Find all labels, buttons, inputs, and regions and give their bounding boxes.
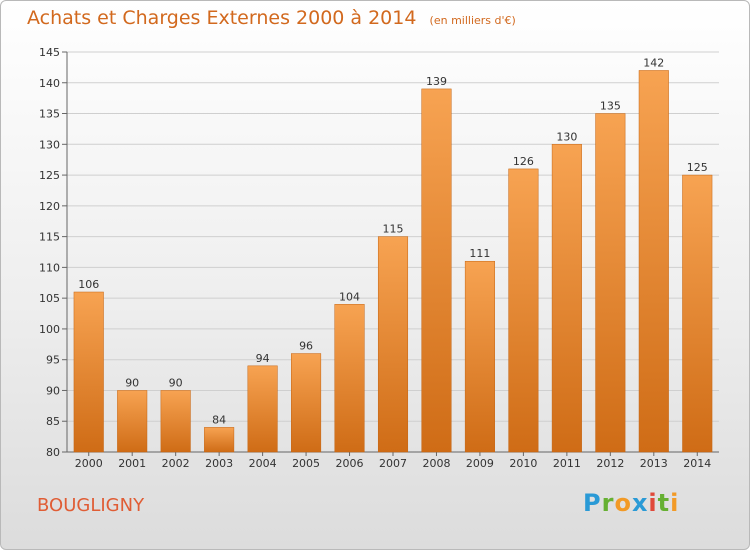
logo-letter: o xyxy=(614,489,632,517)
bar xyxy=(117,390,148,453)
bar xyxy=(334,304,365,453)
y-tick-label: 100 xyxy=(39,323,60,336)
bar xyxy=(551,144,582,453)
bar-value-label: 111 xyxy=(469,247,490,260)
x-tick-label: 2002 xyxy=(162,457,190,470)
proxiti-logo[interactable]: Proxiti xyxy=(583,489,679,517)
x-tick-label: 2008 xyxy=(422,457,450,470)
bar xyxy=(508,168,539,453)
x-tick-label: 2003 xyxy=(205,457,233,470)
bar xyxy=(73,291,104,453)
bar-value-label: 90 xyxy=(125,376,139,389)
bar xyxy=(247,365,278,453)
labels: 80 85 90 95 100 105 110 115 120 125 130 135 140 145 10… xyxy=(39,46,711,470)
bar-value-label: 90 xyxy=(169,376,183,389)
x-tick-label: 2009 xyxy=(466,457,494,470)
bar-value-label: 96 xyxy=(299,340,313,353)
chart-title: Achats et Charges Externes 2000 à 2014 (… xyxy=(27,7,516,29)
bar-value-label: 84 xyxy=(212,413,226,426)
bar-value-label: 130 xyxy=(556,130,577,143)
y-tick-label: 140 xyxy=(39,77,60,90)
x-tick-label: 2012 xyxy=(596,457,624,470)
y-tick-label: 105 xyxy=(39,292,60,305)
x-tick-label: 2006 xyxy=(336,457,364,470)
x-tick-label: 2014 xyxy=(683,457,711,470)
bar xyxy=(638,70,669,453)
y-tick-label: 125 xyxy=(39,169,60,182)
logo-letter: i xyxy=(670,489,680,517)
bar-value-label: 94 xyxy=(256,352,270,365)
x-tick-label: 2010 xyxy=(509,457,537,470)
bar xyxy=(682,174,713,453)
logo-letter: t xyxy=(657,489,671,517)
logo-letter: i xyxy=(648,489,658,517)
logo-letter: P xyxy=(583,489,602,517)
bar-value-label: 106 xyxy=(78,278,99,291)
x-tick-label: 2001 xyxy=(118,457,146,470)
y-tick-label: 110 xyxy=(39,261,60,274)
x-tick-label: 2013 xyxy=(640,457,668,470)
bar-chart: 80 85 90 95 100 105 110 115 120 125 130 135 140 145 10… xyxy=(39,46,719,470)
y-tick-label: 90 xyxy=(46,384,60,397)
y-tick-label: 135 xyxy=(39,108,60,121)
bar-value-label: 115 xyxy=(383,223,404,236)
y-tick-label: 95 xyxy=(46,354,60,367)
y-tick-label: 145 xyxy=(39,46,60,59)
x-tick-label: 2004 xyxy=(249,457,277,470)
bar-value-label: 142 xyxy=(643,56,664,69)
place-name: BOUGLIGNY xyxy=(37,495,145,516)
bar xyxy=(204,427,235,453)
bars xyxy=(73,70,713,453)
y-tick-label: 115 xyxy=(39,231,60,244)
bar-value-label: 139 xyxy=(426,75,447,88)
bar-value-label: 125 xyxy=(687,161,708,174)
y-tick-label: 120 xyxy=(39,200,60,213)
y-tick-label: 80 xyxy=(46,446,60,459)
x-tick-label: 2011 xyxy=(553,457,581,470)
bar xyxy=(160,390,191,453)
bar-value-label: 104 xyxy=(339,290,360,303)
bar-value-label: 126 xyxy=(513,155,534,168)
bar xyxy=(421,88,452,453)
y-tick-label: 85 xyxy=(46,415,60,428)
bar-value-label: 135 xyxy=(600,100,621,113)
x-tick-label: 2005 xyxy=(292,457,320,470)
y-tick-label: 130 xyxy=(39,138,60,151)
chart-title-main: Achats et Charges Externes 2000 à 2014 xyxy=(27,7,417,29)
bar xyxy=(291,353,322,453)
bar xyxy=(377,236,409,453)
logo-letter: x xyxy=(631,489,649,517)
logo-letter: r xyxy=(601,489,615,517)
x-tick-label: 2000 xyxy=(75,457,103,470)
x-tick-label: 2007 xyxy=(379,457,407,470)
chart-title-unit: (en milliers d'€) xyxy=(429,14,516,27)
bar xyxy=(464,260,495,453)
bar xyxy=(595,113,626,453)
